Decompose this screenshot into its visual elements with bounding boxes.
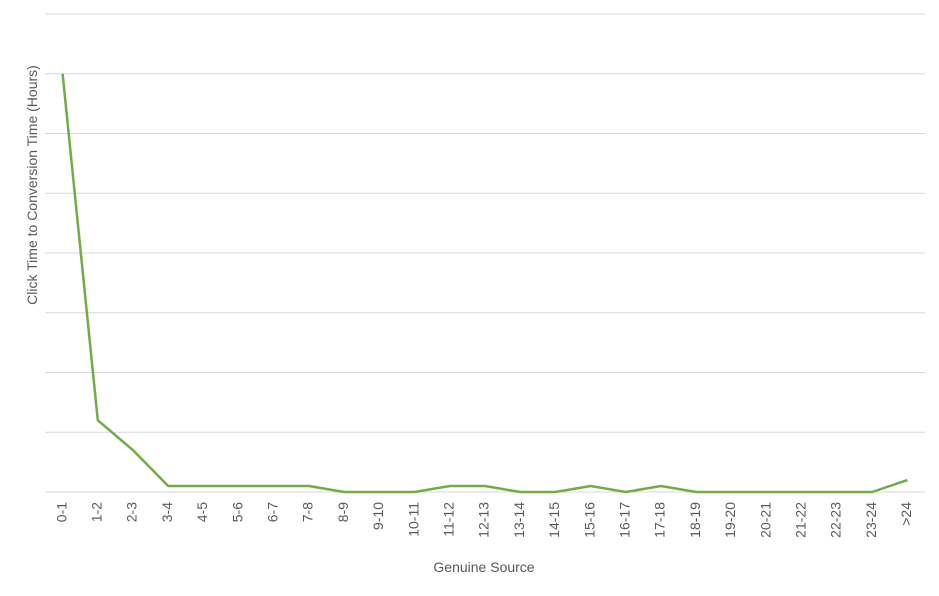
x-tick-label: 1-2 <box>89 502 105 522</box>
data-line <box>61 73 908 494</box>
x-tick-label: 3-4 <box>159 502 175 522</box>
x-tick-label: 12-13 <box>476 502 492 538</box>
x-tick-label: 22-23 <box>828 502 844 538</box>
x-tick-label: 2-3 <box>124 502 140 522</box>
x-tick-label: 0-1 <box>53 502 69 522</box>
y-axis-title: Click Time to Conversion Time (Hours) <box>24 65 40 305</box>
x-tick-label: 17-18 <box>652 502 668 538</box>
x-tick-label: 18-19 <box>687 502 703 538</box>
x-tick-label: 8-9 <box>335 502 351 522</box>
x-tick-label: 5-6 <box>229 502 245 522</box>
x-tick-label: 14-15 <box>546 502 562 538</box>
x-axis-title: Genuine Source <box>433 559 534 575</box>
x-tick-label: 23-24 <box>863 502 879 538</box>
x-tick-label: 21-22 <box>793 502 809 538</box>
x-tick-label: 7-8 <box>300 502 316 522</box>
x-tick-label: >24 <box>898 502 914 526</box>
x-tick-label: 9-10 <box>370 502 386 530</box>
x-tick-label: 20-21 <box>757 502 773 538</box>
x-tick-label: 13-14 <box>511 502 527 538</box>
x-tick-label: 11-12 <box>441 502 457 537</box>
x-tick-label: 10-11 <box>405 502 421 537</box>
x-tick-label: 16-17 <box>617 502 633 538</box>
x-tick-label: 4-5 <box>194 502 210 522</box>
x-tick-label: 15-16 <box>581 502 597 538</box>
x-tick-label: 6-7 <box>265 502 281 522</box>
x-tick-label: 19-20 <box>722 502 738 538</box>
